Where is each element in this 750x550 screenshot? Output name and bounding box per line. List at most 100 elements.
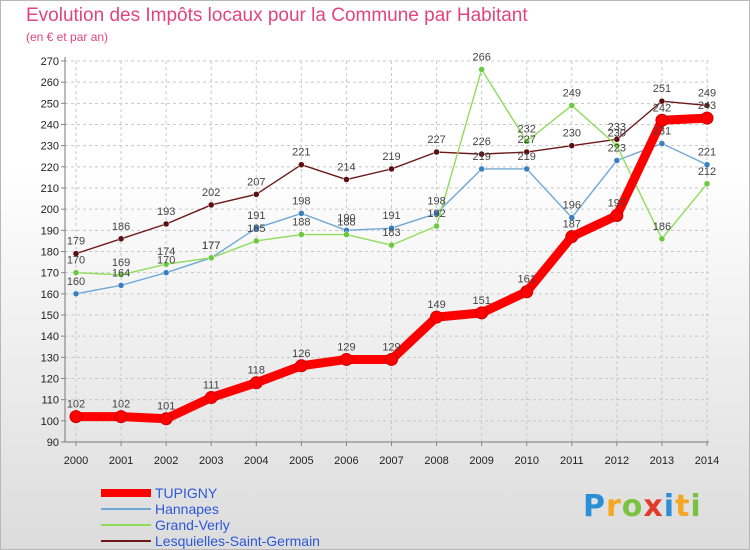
x-tick-label: 2005 [289, 455, 313, 467]
x-tick-label: 2001 [109, 455, 133, 467]
axes [61, 57, 709, 446]
data-point-grand-verly [298, 231, 305, 238]
data-point-tupigny [249, 376, 263, 390]
legend-label: Hannapes [155, 501, 219, 517]
data-label-tupigny: 243 [698, 100, 716, 112]
data-point-tupigny [114, 410, 128, 424]
data-label-tupigny: 187 [563, 219, 581, 231]
y-tick-label: 150 [41, 310, 59, 322]
data-point-tupigny [520, 285, 534, 299]
legend-item-tupigny: TUPIGNY [101, 485, 401, 501]
data-label-tupigny: 129 [337, 341, 355, 353]
data-point-lesquielles-saint-germain [72, 250, 80, 257]
data-point-lesquielles-saint-germain [253, 191, 260, 198]
data-point-tupigny [565, 230, 579, 244]
data-label-lesquielles-saint-germain: 227 [518, 134, 536, 146]
line-chart: 9010011012013014015016017018019020021022… [41, 51, 720, 467]
y-tick-label: 240 [41, 120, 59, 132]
data-label-hannapes: 164 [112, 267, 130, 279]
data-point-grand-verly [478, 66, 485, 73]
legend-label: Lesquielles-Saint-Germain [155, 533, 320, 549]
data-label-lesquielles-saint-germain: 186 [112, 221, 130, 233]
data-point-lesquielles-saint-germain [658, 97, 666, 105]
data-label-tupigny: 126 [292, 348, 310, 360]
y-tick-label: 190 [41, 225, 59, 237]
proxiti-logo: Proxiti [583, 489, 702, 524]
data-label-lesquielles-saint-germain: 193 [157, 206, 175, 218]
data-label-hannapes: 177 [202, 240, 220, 252]
x-tick-label: 2010 [514, 455, 538, 467]
y-tick-label: 100 [41, 416, 59, 428]
data-label-lesquielles-saint-germain: 251 [653, 83, 671, 95]
grid-lines [65, 60, 709, 443]
x-tick-label: 2006 [334, 455, 358, 467]
data-label-grand-verly: 192 [427, 208, 445, 220]
data-label-tupigny: 111 [203, 380, 220, 392]
x-tick-label: 2012 [605, 455, 629, 467]
y-tick-label: 160 [41, 289, 59, 301]
x-tick-label: 2011 [560, 455, 584, 467]
data-label-hannapes: 219 [518, 151, 536, 163]
x-tick-label: 2009 [469, 455, 493, 467]
data-point-tupigny [385, 352, 398, 366]
legend-swatch-hannapes [101, 508, 151, 510]
data-label-hannapes: 219 [472, 151, 490, 163]
logo-letter: i [690, 489, 702, 524]
data-label-grand-verly: 186 [653, 221, 671, 233]
chart-subtitle: (en € et par an) [26, 30, 109, 44]
data-point-lesquielles-saint-germain [162, 220, 170, 228]
legend: TUPIGNY Hannapes Grand-Verly Lesquielles… [101, 485, 401, 549]
data-label-hannapes: 223 [608, 142, 626, 154]
data-point-hannapes [162, 269, 170, 276]
x-tick-label: 2008 [424, 455, 448, 467]
logo-letter: i [663, 489, 676, 524]
legend-item-lesquielles: Lesquielles-Saint-Germain [101, 533, 401, 549]
y-tick-label: 130 [41, 352, 59, 364]
x-tick-label: 2013 [650, 455, 674, 467]
data-point-hannapes [703, 161, 711, 168]
data-point-hannapes [253, 224, 260, 232]
data-label-hannapes: 198 [427, 195, 445, 207]
data-label-tupigny: 242 [653, 102, 671, 114]
data-point-lesquielles-saint-germain [117, 235, 125, 243]
data-point-lesquielles-saint-germain [523, 148, 530, 156]
data-point-lesquielles-saint-germain [433, 148, 440, 156]
data-point-tupigny [159, 412, 173, 426]
legend-item-hannapes: Hannapes [101, 501, 401, 517]
x-tick-label: 2007 [379, 455, 403, 467]
data-point-lesquielles-saint-germain [478, 150, 485, 158]
data-label-grand-verly: 170 [67, 255, 85, 267]
data-label-lesquielles-saint-germain: 227 [427, 134, 445, 146]
data-label-lesquielles-saint-germain: 214 [337, 162, 355, 174]
y-tick-label: 250 [41, 98, 59, 110]
data-label-tupigny: 161 [518, 274, 536, 286]
data-point-lesquielles-saint-germain [298, 161, 305, 168]
data-label-hannapes: 231 [653, 126, 671, 138]
data-point-lesquielles-saint-germain [343, 176, 350, 183]
data-label-hannapes: 160 [67, 276, 85, 288]
data-label-grand-verly: 174 [157, 246, 175, 258]
data-label-grand-verly: 185 [247, 223, 265, 235]
x-tick-label: 2003 [199, 455, 223, 467]
data-label-hannapes: 221 [698, 147, 716, 159]
data-point-hannapes [523, 165, 530, 173]
data-label-lesquielles-saint-germain: 226 [472, 136, 490, 148]
data-point-grand-verly [72, 269, 80, 276]
data-label-grand-verly: 169 [112, 257, 130, 269]
data-label-grand-verly: 177 [202, 240, 220, 252]
data-point-grand-verly [703, 180, 711, 188]
data-point-tupigny [475, 306, 489, 320]
data-label-hannapes: 198 [292, 195, 310, 207]
x-tick-label: 2004 [244, 455, 268, 467]
legend-swatch-grand-verly [101, 524, 151, 526]
y-tick-label: 180 [41, 247, 59, 259]
data-label-tupigny: 197 [608, 198, 626, 210]
y-tick-label: 170 [41, 268, 59, 280]
data-label-tupigny: 102 [112, 399, 130, 411]
data-point-tupigny [69, 410, 83, 424]
data-point-hannapes [72, 290, 80, 298]
data-point-tupigny [430, 310, 444, 324]
data-point-hannapes [298, 210, 305, 217]
